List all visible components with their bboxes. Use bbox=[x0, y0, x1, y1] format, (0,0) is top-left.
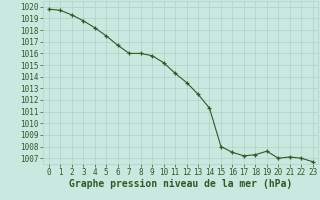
X-axis label: Graphe pression niveau de la mer (hPa): Graphe pression niveau de la mer (hPa) bbox=[69, 179, 292, 189]
